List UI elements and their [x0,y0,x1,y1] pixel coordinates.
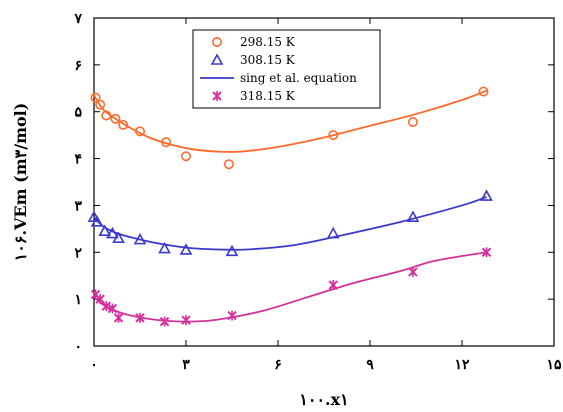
data-point [112,231,125,244]
data-point [179,243,193,255]
x-tick-label: ۱۲ [454,357,470,373]
legend: 298.15 K 308.15 K sing et al. equation 318.… [192,29,381,109]
data-point [158,241,171,254]
data-point [107,303,118,314]
y-axis-label: ۱۰۶.VEm (m۳/mol) [11,103,30,262]
fit-curve [93,251,487,323]
data-point [326,226,340,239]
y-tick-label: ۱ [74,292,82,308]
legend-label: sing et al. equation [240,71,357,85]
y-tick-label: ۳ [74,198,82,214]
x-tick-label: ۳ [182,357,190,373]
legend-box [192,29,381,109]
data-point [118,119,129,130]
data-point [407,117,418,128]
y-tick-label: ۲ [74,245,82,261]
legend-label: 298.15 K [240,35,296,49]
data-point [328,280,338,291]
data-point [90,215,104,227]
data-point [181,151,192,162]
data-point [225,244,239,257]
data-point [223,159,234,170]
data-point [135,312,145,323]
x-tick-label: ۰ [90,357,98,373]
data-point [106,226,119,239]
y-tick-label: ۵ [74,105,82,121]
y-tick-label: ۷ [73,11,82,27]
fit-curves [93,89,487,323]
legend-marker [212,91,222,101]
legend-marker [212,36,223,47]
x-tick-label: ۶ [274,357,282,373]
data-point [113,312,124,323]
data-point [101,301,111,312]
plot-frame [93,17,555,347]
x-tick-label: ۹ [366,357,374,373]
y-tick-label: ۴ [74,152,82,168]
legend-label: 308.15 K [240,53,296,67]
data-point [90,92,101,103]
data-point [101,110,112,121]
y-tick-label: ۶ [74,58,82,74]
data-point [135,126,146,137]
x-tick-label: ۱۵ [546,357,562,373]
data-point [181,315,191,326]
data-point [133,232,147,245]
fit-curve [93,196,487,251]
y-tick-label: ۰ [74,339,82,355]
data-point [110,113,121,124]
data-point [478,86,489,97]
legend-label: 318.15 K [240,89,296,103]
data-point [159,316,170,327]
data-point [406,210,420,222]
x-axis-label: ۱۰۰.x۱ [299,390,348,409]
data-point [161,137,172,148]
data-point [328,130,339,141]
data-point [98,224,112,236]
data-point [408,266,418,277]
data-point [227,310,237,321]
data-point [481,247,492,258]
legend-marker [210,53,224,65]
data-point [480,189,493,201]
data-points [87,86,493,327]
data-point [95,99,106,110]
